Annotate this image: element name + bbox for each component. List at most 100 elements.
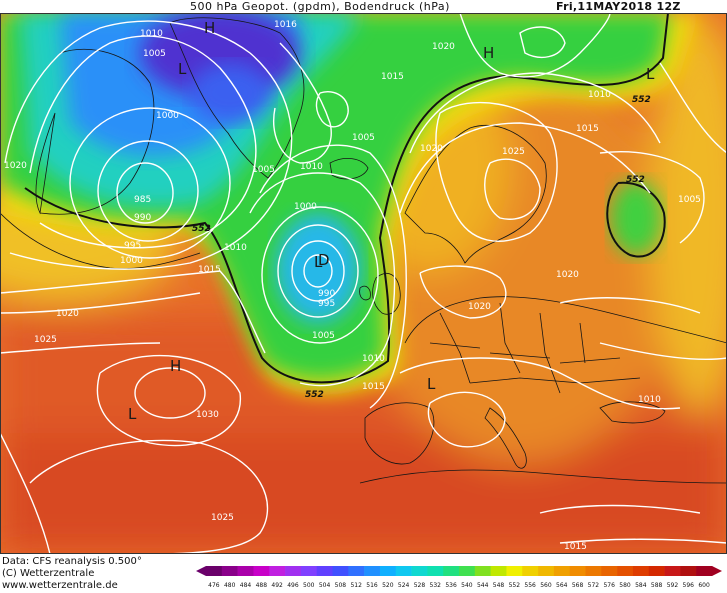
isobar-label: 1005: [678, 195, 701, 205]
scale-cell: [237, 566, 254, 576]
isobar-label: 1030: [196, 410, 219, 420]
scale-label: 540: [461, 582, 473, 589]
isobar-label: 990: [134, 213, 151, 223]
scale-label: 596: [683, 582, 695, 589]
scale-cell: [269, 566, 286, 576]
isobar-label: 990: [318, 289, 335, 299]
isobar-label: 1010: [362, 354, 385, 364]
scale-label: 544: [477, 582, 489, 589]
scale-cell: [332, 566, 349, 576]
isobar-label: 995: [318, 299, 335, 309]
scale-cell: [506, 566, 523, 576]
scale-label: 500: [303, 582, 315, 589]
scale-label: 476: [208, 582, 220, 589]
copyright: (C) Wetterzentrale: [2, 568, 95, 579]
isobar-label: 1020: [468, 302, 491, 312]
scale-cell: [253, 566, 270, 576]
isobar-label: 1000: [294, 202, 317, 212]
pressure-center-label: L: [314, 253, 323, 271]
pressure-center-label: L: [427, 375, 436, 393]
isobar-label: 1020: [56, 309, 79, 319]
scale-cell: [348, 566, 365, 576]
scale-label: 584: [635, 582, 647, 589]
scale-label: 528: [414, 582, 426, 589]
coastlines: [0, 17, 727, 484]
isobar-label: 1025: [502, 147, 525, 157]
pressure-center-label: D: [318, 251, 330, 269]
scale-cell: [632, 566, 650, 576]
map-title: 500 hPa Geopot. (gpdm), Bodendruck (hPa): [190, 0, 450, 13]
data-source: Data: CFS reanalysis 0.500°: [2, 556, 142, 567]
scale-label: 492: [271, 582, 283, 589]
scale-label: 548: [493, 582, 505, 589]
scale-cell: [585, 566, 602, 576]
contour-label: 552: [632, 95, 651, 105]
isobar-label: 1005: [312, 331, 335, 341]
scale-cell: [395, 566, 412, 576]
pressure-center-label: H: [204, 19, 215, 37]
scale-label: 496: [287, 582, 299, 589]
scale-label: 564: [556, 582, 568, 589]
scale-cell: [569, 566, 586, 576]
scale-label: 516: [366, 582, 378, 589]
scale-label: 600: [698, 582, 710, 589]
isobar-label: 1025: [211, 513, 234, 523]
isobar-label: 1010: [638, 395, 661, 405]
scale-label: 524: [398, 582, 410, 589]
isobar-label: 1010: [588, 90, 611, 100]
isobar-label: 1015: [381, 72, 404, 82]
scale-label: 580: [619, 582, 631, 589]
isobar-label: 1015: [564, 542, 587, 552]
scale-cell: [474, 566, 491, 576]
isobar-label: 1015: [362, 382, 385, 392]
scale-cell: [316, 566, 333, 576]
scale-label: 504: [319, 582, 331, 589]
scale-cell: [206, 566, 223, 576]
isobar-label: 1015: [576, 124, 599, 134]
field-blue-low: [276, 213, 360, 323]
pressure-center-label: L: [646, 65, 655, 83]
map-header: 500 hPa Geopot. (gpdm), Bodendruck (hPa)…: [0, 0, 727, 13]
isobar-labels: 1010100510009859909951000102010151010100…: [4, 20, 701, 552]
isobar-label: 1000: [120, 256, 143, 266]
scale-label: 508: [335, 582, 347, 589]
pressure-center-label: L: [128, 405, 137, 423]
contour-label: 552: [626, 175, 645, 185]
map-footer: Data: CFS reanalysis 0.500° (C) Wetterze…: [0, 554, 727, 593]
scale-label: 572: [588, 582, 600, 589]
scale-arrow-high: [712, 566, 722, 576]
contour-label: 552: [192, 224, 211, 234]
isobar-label: 1015: [198, 265, 221, 275]
isobar-label: 1010: [224, 243, 247, 253]
scale-label: 592: [667, 582, 679, 589]
scale-cell: [617, 566, 634, 576]
scale-label: 488: [256, 582, 268, 589]
scale-cell: [379, 566, 397, 576]
scale-label: 532: [430, 582, 442, 589]
scale-label: 552: [509, 582, 521, 589]
isobar-label: 1005: [252, 165, 275, 175]
scale-cell: [601, 566, 618, 576]
pressure-center-label: H: [483, 44, 494, 62]
isobar-label: 1005: [143, 49, 166, 59]
isobar-label: 1016: [274, 20, 297, 30]
scale-label: 560: [540, 582, 552, 589]
pressure-center-label: L: [178, 60, 187, 78]
pressure-center-label: H: [170, 357, 181, 375]
scale-label: 588: [651, 582, 663, 589]
field-deep-blue-2: [190, 63, 270, 123]
isobars: [0, 13, 727, 554]
contour-label: 552: [305, 390, 324, 400]
contour-labels: 552 552 552 552: [192, 95, 651, 400]
isobar-label: 1020: [432, 42, 455, 52]
scale-cell: [538, 566, 555, 576]
scale-cell: [285, 566, 302, 576]
scale-cell: [427, 566, 444, 576]
scale-cell: [364, 566, 381, 576]
scale-label: 520: [382, 582, 394, 589]
scale-label: 556: [524, 582, 536, 589]
scale-label: 480: [224, 582, 236, 589]
map-datetime: Fri,11MAY2018 12Z: [556, 0, 681, 13]
scale-cell: [648, 566, 665, 576]
isobar-label: 1010: [300, 162, 323, 172]
